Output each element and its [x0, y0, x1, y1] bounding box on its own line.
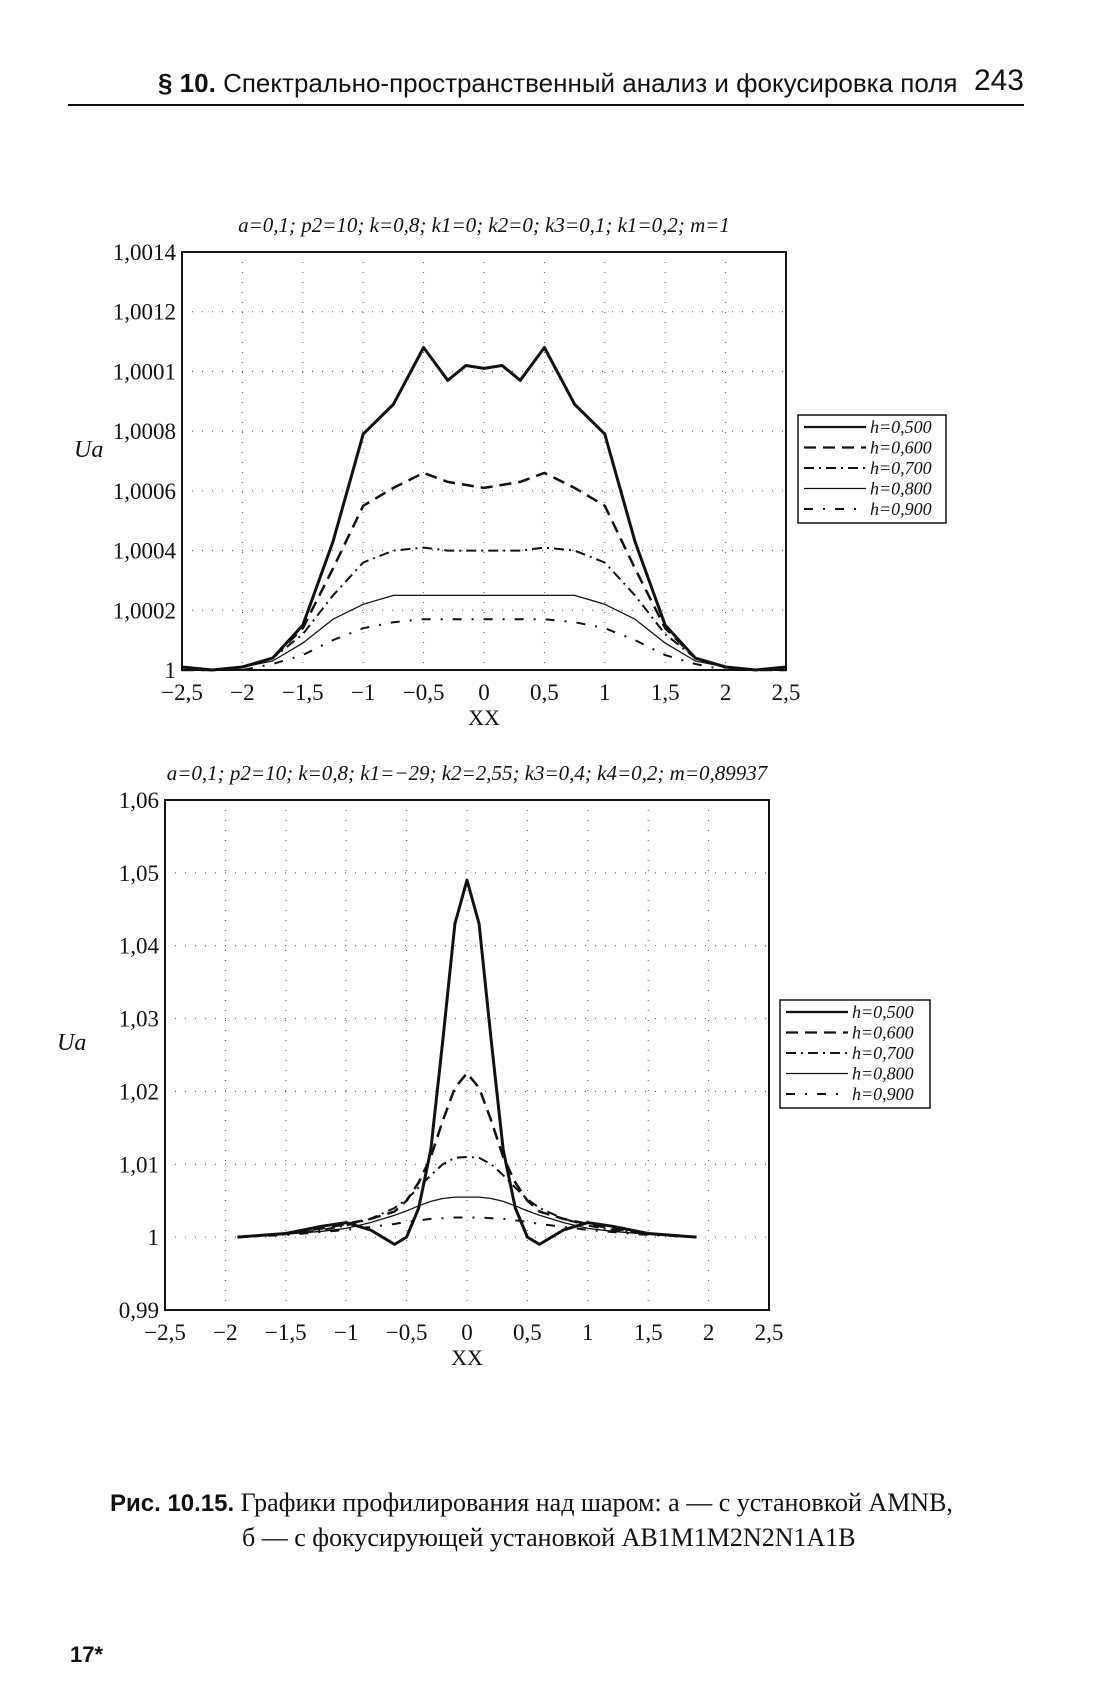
page-header: § 10. Спектрально-пространственный анали…: [68, 58, 1024, 106]
legend-label: h=0,600: [852, 1023, 914, 1043]
legend-label: h=0,500: [852, 1002, 914, 1022]
x-tick-label: −0,5: [403, 680, 445, 705]
x-tick-label: 2: [720, 680, 732, 705]
y-tick-label: 1: [148, 1225, 160, 1250]
x-tick-label: 1: [599, 680, 611, 705]
series-line: [237, 878, 697, 1246]
x-tick-label: 2: [703, 1320, 715, 1345]
legend-label: h=0,900: [870, 499, 932, 519]
legend-box: [797, 414, 947, 524]
y-tick-label: 1,0006: [113, 479, 176, 504]
series-line: [237, 1216, 697, 1239]
plot-frame: [181, 251, 787, 671]
caption-line2: б — с фокусирующей установкой AB1M1M2N2N…: [242, 1523, 856, 1552]
x-tick-label: 0,5: [513, 1320, 542, 1345]
y-tick-label: 1,0012: [113, 300, 176, 325]
y-axis-label: Ua: [57, 1030, 86, 1056]
chart-title: a=0,1; p2=10; k=0,8; k1=−29; k2=2,55; k3…: [167, 761, 769, 785]
series-line: [181, 346, 787, 672]
x-tick-label: −1: [334, 1320, 358, 1345]
y-tick-label: 1,04: [119, 934, 160, 959]
x-tick-label: −1: [351, 680, 375, 705]
series-line: [237, 1196, 697, 1238]
legend-label: h=0,600: [870, 438, 932, 458]
y-tick-label: 1: [165, 658, 177, 683]
section-number: § 10.: [158, 68, 216, 98]
x-tick-label: −1,5: [265, 1320, 307, 1345]
x-tick-label: 1,5: [651, 680, 680, 705]
legend-label: h=0,700: [852, 1043, 914, 1063]
series-line: [182, 471, 786, 672]
x-tick-label: −2,5: [144, 1320, 186, 1345]
chart-a: a=0,1; p2=10; k=0,8; k1=0; k2=0; k3=0,1;…: [74, 213, 947, 730]
figure-caption: Рис. 10.15. Графики профилирования над ш…: [110, 1486, 1010, 1555]
series-line: [237, 1156, 697, 1239]
x-tick-label: 2,5: [772, 680, 801, 705]
x-tick-label: −2: [230, 680, 254, 705]
x-tick-label: −0,5: [386, 1320, 428, 1345]
series-line: [237, 1071, 697, 1239]
caption-label: Рис. 10.15.: [110, 1490, 235, 1517]
y-tick-label: 0,99: [119, 1298, 159, 1323]
series-line: [182, 594, 786, 671]
x-tick-label: −1,5: [282, 680, 324, 705]
x-tick-label: −2: [213, 1320, 237, 1345]
legend-label: h=0,900: [852, 1084, 914, 1104]
y-tick-label: 1,0004: [113, 539, 177, 564]
y-tick-label: 1,05: [119, 861, 159, 886]
y-axis-label: Ua: [74, 437, 103, 463]
y-tick-label: 1,02: [119, 1079, 159, 1104]
chart-title: a=0,1; p2=10; k=0,8; k1=0; k2=0; k3=0,1;…: [238, 213, 730, 237]
section-title: § 10. Спектрально-пространственный анали…: [158, 68, 958, 99]
y-tick-label: 1,0008: [113, 419, 176, 444]
x-axis-label: XX: [451, 1345, 483, 1370]
y-tick-label: 1,01: [119, 1152, 159, 1177]
legend-label: h=0,800: [852, 1064, 914, 1084]
x-tick-label: 2,5: [755, 1320, 784, 1345]
page-footer-mark: 17*: [70, 1642, 104, 1667]
y-tick-label: 1,0002: [113, 598, 176, 623]
x-tick-label: 1: [582, 1320, 594, 1345]
y-tick-label: 1,0001: [113, 359, 176, 384]
section-name: Спектрально-пространственный анализ и фо…: [223, 68, 958, 98]
x-tick-label: −2,5: [161, 680, 203, 705]
x-tick-label: 0,5: [530, 680, 559, 705]
caption-line1: Графики профилирования над шаром: а — с …: [240, 1488, 953, 1517]
legend-box: [779, 999, 931, 1109]
series-line: [182, 546, 786, 671]
legend-label: h=0,700: [870, 458, 932, 478]
y-tick-label: 1,06: [119, 788, 159, 813]
x-tick-label: 1,5: [634, 1320, 663, 1345]
plot-frame: [164, 799, 770, 1311]
legend-label: h=0,500: [870, 417, 932, 437]
series-line: [182, 618, 786, 671]
page-number: 243: [973, 64, 1024, 97]
x-axis-label: XX: [468, 705, 500, 730]
y-tick-label: 1,03: [119, 1007, 159, 1032]
x-tick-label: 0: [461, 1320, 473, 1345]
legend-label: h=0,800: [870, 479, 932, 499]
y-tick-label: 1,0014: [113, 240, 177, 265]
x-tick-label: 0: [478, 680, 490, 705]
chart-b: a=0,1; p2=10; k=0,8; k1=−29; k2=2,55; k3…: [57, 761, 931, 1370]
